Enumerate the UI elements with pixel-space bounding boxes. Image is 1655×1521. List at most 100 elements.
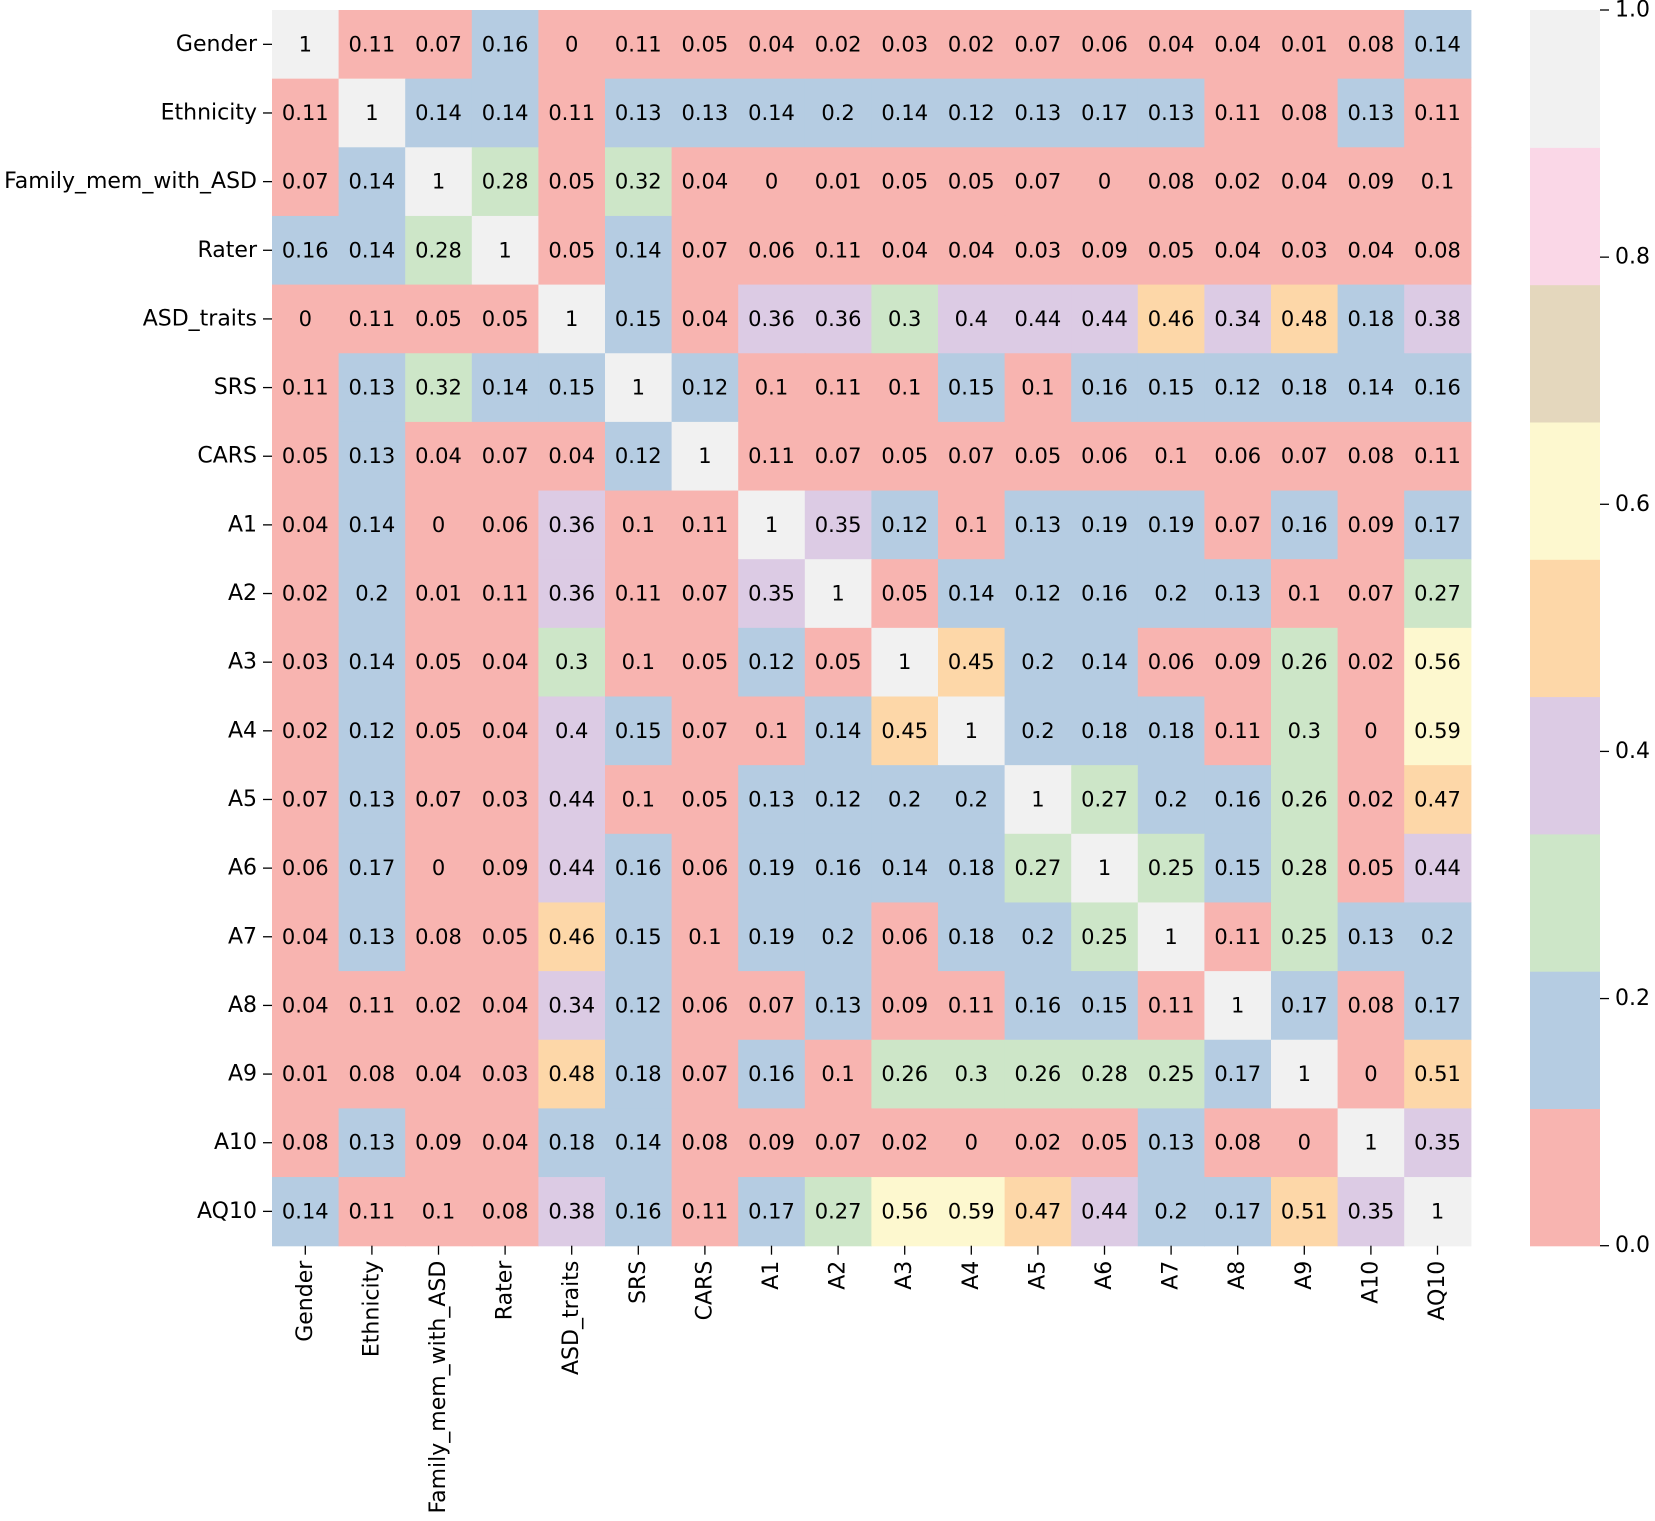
heatmap-cell-ASD_traits-A5 <box>1004 284 1072 354</box>
heatmap-cell-A7-A5 <box>1004 902 1072 972</box>
heatmap-cell-A7-CARS <box>671 902 739 972</box>
x-tick-label: A7 <box>1159 1261 1184 1290</box>
heatmap-cell-ASD_traits-ASD_traits <box>538 284 606 354</box>
heatmap-cell-A5-A6 <box>1071 765 1139 835</box>
heatmap-cell-ASD_traits-SRS <box>605 284 673 354</box>
heatmap-cell-A5-A8 <box>1204 765 1272 835</box>
y-tick-label: Family_mem_with_ASD <box>4 169 257 194</box>
cell-value-label: 0.03 <box>1281 238 1328 262</box>
cell-value-label: 1 <box>1098 856 1111 880</box>
heatmap-cell-A6-A9 <box>1271 833 1339 904</box>
heatmap-cell-Ethnicity-Rater <box>471 78 539 148</box>
heatmap-cell-Ethnicity-A8 <box>1204 78 1272 148</box>
cell-value-label: 1 <box>1164 925 1177 949</box>
cell-value-label: 0.14 <box>1081 650 1128 674</box>
heatmap-cell-A4-AQ10 <box>1404 696 1472 766</box>
cell-value-label: 0.04 <box>482 1131 529 1155</box>
cell-value-label: 0.13 <box>1015 101 1062 125</box>
heatmap-cell-A6-Family_mem_with_ASD <box>405 833 473 904</box>
heatmap-cell-A5-A9 <box>1271 765 1339 835</box>
heatmap-cell-A2-ASD_traits <box>538 559 606 629</box>
colorbar-tick-label: 0.6 <box>1615 492 1650 517</box>
cell-value-label: 0.51 <box>1414 1062 1461 1086</box>
cell-value-label: 0.18 <box>1348 307 1395 331</box>
cell-value-label: 0.14 <box>1348 376 1395 400</box>
heatmap-cell-A4-A7 <box>1137 696 1205 766</box>
heatmap-cell-A8-A7 <box>1137 971 1205 1041</box>
cell-value-label: 1 <box>432 170 445 194</box>
y-tick-label: Ethnicity <box>161 100 257 125</box>
heatmap-cell-A6-A2 <box>804 833 872 904</box>
heatmap-cell-A1-A6 <box>1071 490 1139 560</box>
cell-value-label: 0 <box>965 1131 978 1155</box>
heatmap-cell-CARS-A6 <box>1071 421 1139 492</box>
heatmap-cell-A9-AQ10 <box>1404 1039 1472 1109</box>
cell-value-label: 0.11 <box>1414 444 1461 468</box>
heatmap-cell-SRS-SRS <box>605 353 673 423</box>
y-tick-label: A6 <box>228 856 257 881</box>
cell-value-label: 0.02 <box>881 1131 928 1155</box>
heatmap-cell-A4-A5 <box>1004 696 1072 766</box>
cell-value-label: 0.08 <box>1281 101 1328 125</box>
cell-value-label: 0.04 <box>948 238 995 262</box>
cell-value-label: 0.2 <box>821 101 854 125</box>
cell-value-label: 0.25 <box>1081 925 1128 949</box>
heatmap-cell-Ethnicity-SRS <box>605 78 673 148</box>
cell-value-label: 1 <box>1364 1131 1377 1155</box>
heatmap-cell-A9-Ethnicity <box>338 1039 406 1109</box>
cell-value-label: 0.35 <box>1414 1131 1461 1155</box>
cell-value-label: 0.11 <box>948 993 995 1017</box>
heatmap-cell-Gender-Rater <box>471 10 539 80</box>
heatmap-cell-ASD_traits-A4 <box>938 284 1006 354</box>
cell-value-label: 0.16 <box>748 1062 795 1086</box>
heatmap-cell-A1-A7 <box>1137 490 1205 560</box>
cell-value-label: 0.13 <box>748 787 795 811</box>
cell-value-label: 0 <box>1298 1131 1311 1155</box>
cell-value-label: 0.08 <box>682 1131 729 1155</box>
cell-value-label: 0.15 <box>615 925 662 949</box>
heatmap-cell-A4-A9 <box>1271 696 1339 766</box>
heatmap-cell-A1-CARS <box>671 490 739 560</box>
cell-value-label: 0.07 <box>682 1062 729 1086</box>
cell-value-label: 0.04 <box>1281 170 1328 194</box>
heatmap-cell-A2-Rater <box>471 559 539 629</box>
heatmap-cell-ASD_traits-A3 <box>871 284 939 354</box>
cell-value-label: 0.11 <box>1214 719 1261 743</box>
cell-value-label: 0.05 <box>1081 1131 1128 1155</box>
heatmap-cell-A3-A10 <box>1337 627 1405 698</box>
cell-value-label: 0.2 <box>355 582 388 606</box>
heatmap-cell-A10-AQ10 <box>1404 1108 1472 1178</box>
cell-value-label: 0.34 <box>548 993 595 1017</box>
heatmap-cell-Ethnicity-Ethnicity <box>338 78 406 148</box>
heatmap-cell-AQ10-A3 <box>871 1177 939 1247</box>
cell-value-label: 0.05 <box>415 719 462 743</box>
cell-value-label: 0.3 <box>888 307 921 331</box>
cell-value-label: 0.19 <box>1148 513 1195 537</box>
cell-value-label: 0.35 <box>748 582 795 606</box>
heatmap-cell-ASD_traits-AQ10 <box>1404 284 1472 354</box>
cell-value-label: 0.1 <box>755 376 788 400</box>
cell-value-label: 0.06 <box>282 856 329 880</box>
cell-value-label: 0.05 <box>948 170 995 194</box>
cell-value-label: 0.16 <box>1214 787 1261 811</box>
heatmap-cell-A4-A8 <box>1204 696 1272 766</box>
cell-value-label: 0.35 <box>815 513 862 537</box>
cell-value-label: 0.11 <box>282 376 329 400</box>
cell-value-label: 0.48 <box>1281 307 1328 331</box>
cell-value-label: 0.36 <box>815 307 862 331</box>
cell-value-label: 0.06 <box>881 925 928 949</box>
cell-value-label: 0.02 <box>948 32 995 56</box>
heatmap-cell-A10-A10 <box>1337 1108 1405 1178</box>
heatmap-cell-AQ10-CARS <box>671 1177 739 1247</box>
cell-value-label: 0.4 <box>955 307 988 331</box>
cell-value-label: 0.08 <box>415 925 462 949</box>
heatmap-cell-A6-A10 <box>1337 833 1405 904</box>
cell-value-label: 0.17 <box>1281 993 1328 1017</box>
cell-value-label: 0.03 <box>482 787 529 811</box>
heatmap-cell-A9-A2 <box>804 1039 872 1109</box>
heatmap-cell-Family_mem_with_ASD-CARS <box>671 147 739 217</box>
heatmap-cell-A3-ASD_traits <box>538 627 606 698</box>
cell-value-label: 0.2 <box>1154 787 1187 811</box>
heatmap-cell-A1-A8 <box>1204 490 1272 560</box>
heatmap-cell-A4-A2 <box>804 696 872 766</box>
